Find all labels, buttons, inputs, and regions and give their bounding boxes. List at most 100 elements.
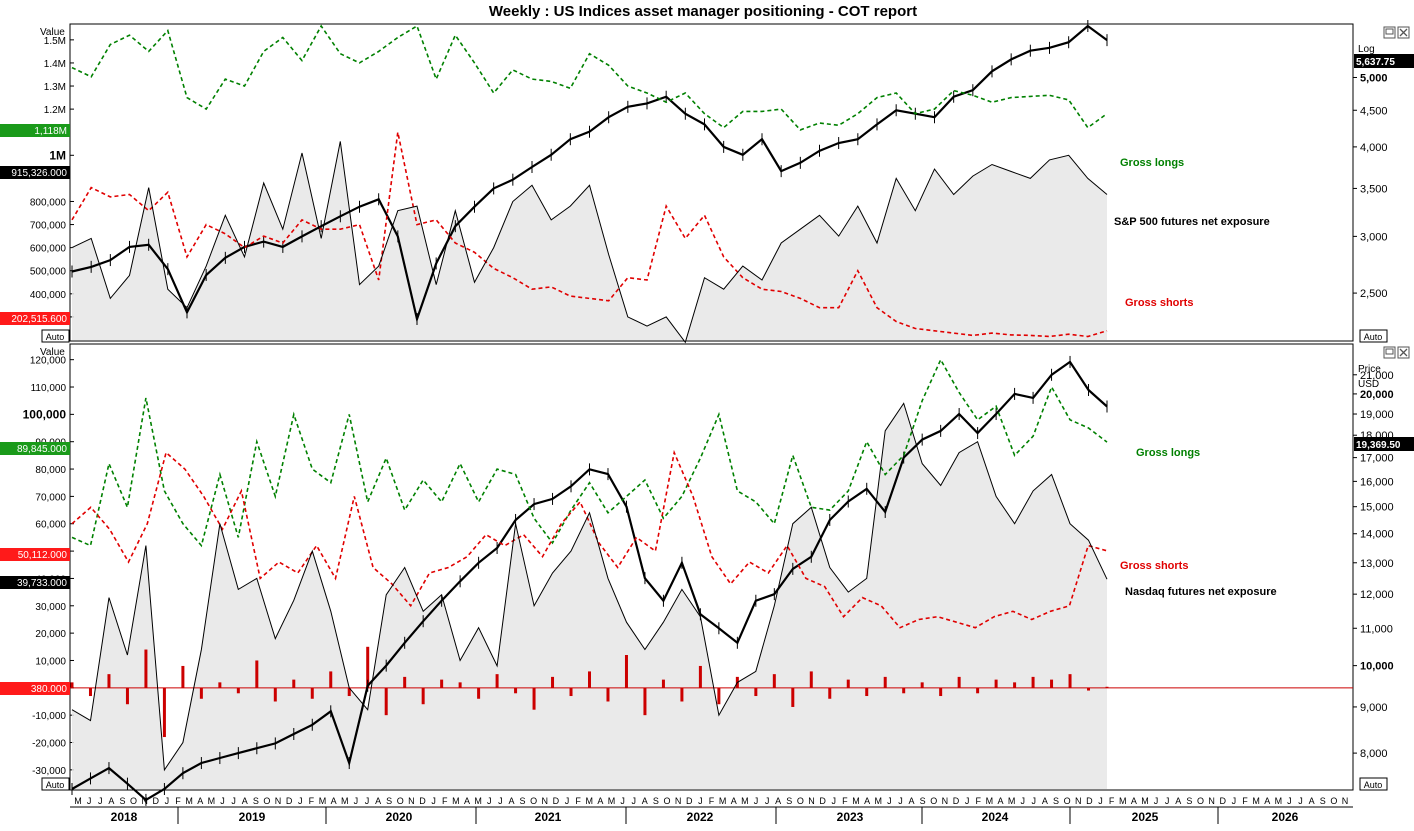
svg-text:39,733.000: 39,733.000 [17,578,67,589]
top-last-shorts-tag: 202,515.600 [0,312,70,325]
right-tick-label: 19,000 [1360,409,1394,421]
change-bar [569,687,573,697]
change-bar [384,687,388,716]
month-label: O [130,796,137,806]
change-bar [939,687,943,697]
month-label: M [341,796,349,806]
month-label: M [1008,796,1016,806]
month-label: N [808,796,815,806]
month-label: O [1330,796,1337,806]
change-bar [920,682,924,688]
change-bar [1031,676,1035,688]
bottom-net-exposure-label: Nasdaq futures net exposure [1125,586,1277,598]
month-label: A [864,796,870,806]
change-bar [606,687,610,702]
month-label: S [119,796,125,806]
month-label: O [397,796,404,806]
top-right-auto-button[interactable]: Auto [1359,329,1388,343]
month-label: J [487,796,492,806]
svg-text:89,845.000: 89,845.000 [17,444,67,455]
right-tick-label: 17,000 [1360,453,1394,465]
month-label: J [698,796,703,806]
change-bar [661,679,665,688]
bottom-right-axis-unit: USD [1358,379,1379,390]
change-bar [273,687,277,702]
month-label: M [852,796,860,806]
change-bar [366,646,370,688]
change-bar [883,676,887,688]
month-label: J [498,796,503,806]
month-label: O [1197,796,1204,806]
change-bar [994,679,998,688]
month-label: S [1186,796,1192,806]
month-label: A [108,796,114,806]
month-label: N [542,796,549,806]
top-left-auto-button[interactable]: Auto [41,329,70,343]
change-bar [125,687,129,705]
month-label: A [1264,796,1270,806]
year-label: 2018 [111,810,138,824]
top-gross-longs-label: Gross longs [1120,157,1184,169]
month-label: J [965,796,970,806]
change-bar [495,674,499,688]
left-tick-label: 110,000 [31,383,67,394]
month-label: S [1320,796,1326,806]
month-label: F [842,796,848,806]
left-tick-label: 700,000 [30,221,67,232]
left-tick-label: 400,000 [30,290,67,301]
month-label: F [975,796,981,806]
bottom-last-shorts-tag: 50,112.000 [0,548,70,561]
left-tick-label: -30,000 [32,766,66,777]
month-label: J [1232,796,1237,806]
top-restore-icon[interactable] [1383,26,1396,39]
change-bar [107,674,111,688]
bottom-gross-longs-label: Gross longs [1136,447,1200,459]
month-label: A [331,796,337,806]
month-label: J [565,796,570,806]
month-label: N [1075,796,1082,806]
month-label: O [797,796,804,806]
change-bar [532,687,536,710]
bottom-restore-icon[interactable] [1383,346,1396,359]
year-label: 2022 [687,810,714,824]
bottom-right-auto-button[interactable]: Auto [1359,777,1388,791]
bottom-last-longs-tag: 89,845.000 [0,442,70,455]
left-tick-label: 1.5M [44,36,66,47]
change-bar [846,679,850,688]
month-label: M [741,796,749,806]
month-label: M [474,796,482,806]
top-last-net-tag: 915,326.000 [0,166,70,179]
left-tick-label: 1M [49,148,66,162]
month-label: F [442,796,448,806]
month-label: F [175,796,181,806]
change-bar [458,682,462,688]
month-label: M [608,796,616,806]
top-close-icon[interactable] [1397,26,1410,39]
change-bar [643,687,647,716]
svg-text:380.000: 380.000 [31,684,68,695]
month-label: A [1175,796,1181,806]
left-tick-label: 120,000 [30,356,67,367]
left-tick-label: 500,000 [30,267,67,278]
bottom-close-icon[interactable] [1397,346,1410,359]
month-label: S [520,796,526,806]
right-tick-label: 15,000 [1360,502,1394,514]
month-label: J [620,796,625,806]
month-label: J [220,796,225,806]
bottom-left-auto-button[interactable]: Auto [41,777,70,791]
change-bar [440,679,444,688]
month-label: N [408,796,415,806]
month-label: M [185,796,193,806]
change-bar [957,676,961,688]
svg-text:202,515.600: 202,515.600 [11,314,67,325]
change-bar [70,682,74,688]
month-label: S [786,796,792,806]
month-label: F [709,796,715,806]
month-label: J [832,796,837,806]
month-label: A [1309,796,1315,806]
change-bar [1013,682,1017,688]
change-bar [181,665,185,688]
top-left-axis-title: Value [40,27,65,38]
month-label: N [1208,796,1215,806]
